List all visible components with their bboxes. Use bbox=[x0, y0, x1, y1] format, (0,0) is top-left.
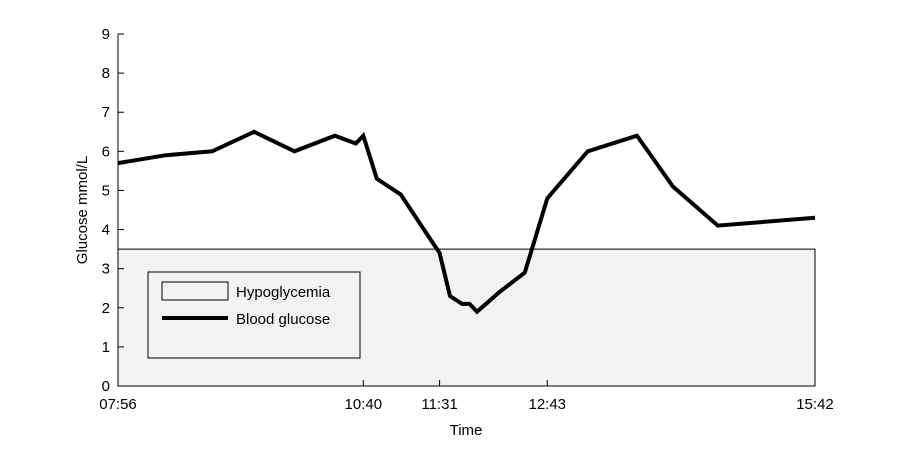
y-tick-label: 7 bbox=[102, 104, 110, 121]
y-tick-label: 0 bbox=[102, 378, 110, 395]
y-tick-label: 6 bbox=[102, 143, 110, 160]
legend-label-hypoglycemia: Hypoglycemia bbox=[236, 284, 331, 301]
y-tick-label: 1 bbox=[102, 339, 110, 356]
x-tick-label: 07:56 bbox=[99, 396, 137, 413]
y-tick-label: 4 bbox=[102, 222, 110, 239]
legend: Hypoglycemia Blood glucose bbox=[147, 271, 361, 359]
legend-label-blood-glucose: Blood glucose bbox=[236, 311, 330, 328]
x-tick-label: 12:43 bbox=[528, 396, 566, 413]
x-tick-label: 11:31 bbox=[421, 396, 457, 413]
axes: 0 1 2 3 4 5 6 7 8 9 07:56 10:40 11:31 12:43 15:42 bbox=[99, 26, 834, 413]
legend-box bbox=[147, 271, 361, 359]
legend-swatch-hypoglycemia bbox=[161, 281, 229, 301]
x-tick-label: 15:42 bbox=[796, 396, 834, 413]
y-tick-label: 2 bbox=[102, 300, 110, 317]
y-tick-label: 8 bbox=[102, 65, 110, 82]
blood-glucose-line bbox=[117, 129, 816, 315]
y-tick-label: 5 bbox=[102, 182, 110, 199]
y-axis-label: Glucose mmol/L bbox=[74, 156, 91, 264]
y-tick-label: 3 bbox=[102, 261, 110, 278]
x-tick-label: 10:40 bbox=[345, 396, 383, 413]
y-tick-label: 9 bbox=[102, 26, 110, 43]
x-axis-label: Time bbox=[450, 422, 483, 439]
